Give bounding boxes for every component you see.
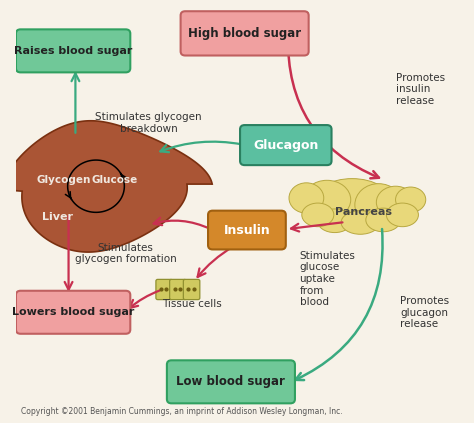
Text: Stimulates
glucose
uptake
from
blood: Stimulates glucose uptake from blood [300, 251, 356, 307]
Text: Glucose: Glucose [91, 175, 137, 185]
Ellipse shape [302, 203, 334, 227]
Text: Glucagon: Glucagon [253, 139, 319, 151]
FancyBboxPatch shape [16, 291, 130, 334]
Ellipse shape [355, 184, 402, 226]
Text: Liver: Liver [42, 212, 73, 222]
Text: Stimulates
glycogen formation: Stimulates glycogen formation [75, 243, 177, 264]
FancyBboxPatch shape [181, 11, 309, 55]
Ellipse shape [366, 208, 401, 232]
FancyBboxPatch shape [170, 279, 186, 299]
Text: Insulin: Insulin [224, 223, 270, 236]
Text: Pancreas: Pancreas [335, 206, 392, 217]
Text: Lowers blood sugar: Lowers blood sugar [12, 307, 134, 317]
Text: Promotes
insulin
release: Promotes insulin release [396, 73, 445, 106]
Text: Low blood sugar: Low blood sugar [176, 375, 285, 388]
FancyBboxPatch shape [16, 29, 130, 72]
Ellipse shape [396, 187, 426, 212]
FancyBboxPatch shape [208, 211, 286, 250]
Ellipse shape [303, 180, 351, 219]
Text: Glycogen: Glycogen [37, 175, 91, 185]
Text: Promotes
glucagon
release: Promotes glucagon release [400, 296, 449, 329]
Text: Copyright ©2001 Benjamin Cummings, an imprint of Addison Wesley Longman, Inc.: Copyright ©2001 Benjamin Cummings, an im… [20, 407, 342, 416]
Ellipse shape [341, 211, 380, 234]
Text: Raises blood sugar: Raises blood sugar [14, 46, 132, 56]
Ellipse shape [318, 209, 352, 233]
Ellipse shape [312, 179, 392, 228]
Polygon shape [2, 121, 212, 252]
FancyBboxPatch shape [240, 125, 331, 165]
Ellipse shape [289, 183, 324, 213]
FancyBboxPatch shape [183, 279, 200, 299]
Text: Stimulates glycogen
breakdown: Stimulates glycogen breakdown [95, 112, 202, 134]
FancyBboxPatch shape [156, 279, 173, 299]
Text: Tissue cells: Tissue cells [162, 299, 222, 309]
Text: High blood sugar: High blood sugar [188, 27, 301, 40]
Ellipse shape [376, 186, 415, 218]
Ellipse shape [386, 203, 419, 227]
FancyBboxPatch shape [167, 360, 295, 404]
